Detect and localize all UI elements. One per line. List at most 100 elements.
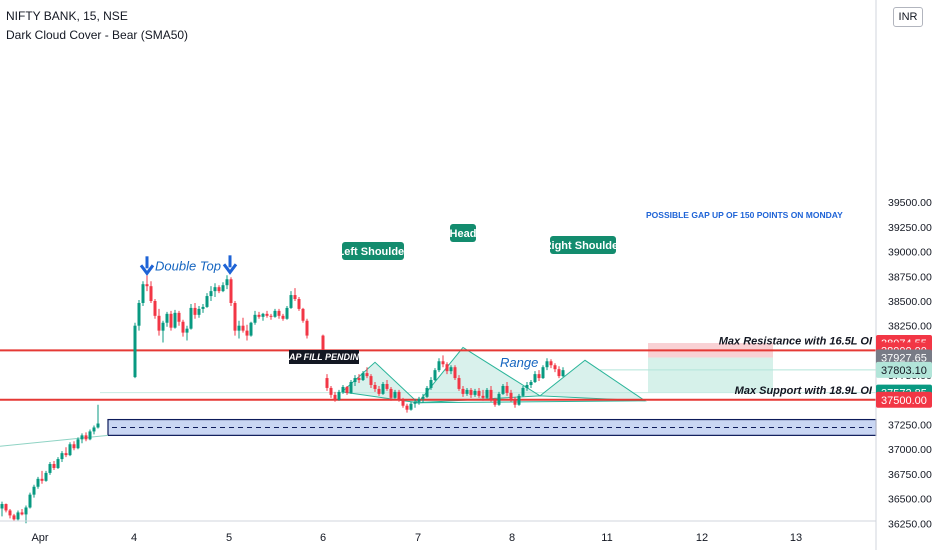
candle-body <box>253 314 257 323</box>
price-badge <box>876 361 932 378</box>
candle-body <box>461 388 465 394</box>
candle-body <box>277 310 281 316</box>
candle-body <box>32 486 36 495</box>
candle-body <box>381 383 385 394</box>
candle-body <box>261 313 265 317</box>
candle-body <box>457 378 461 389</box>
candle-body <box>413 401 417 404</box>
candle-body <box>20 512 24 515</box>
head-label-badge <box>450 224 476 242</box>
candle-body <box>349 382 353 393</box>
candle-body <box>161 322 165 331</box>
x-tick-label: 4 <box>131 532 137 544</box>
currency-badge[interactable]: INR <box>893 7 923 27</box>
x-tick-label: Apr <box>31 532 48 544</box>
candle-body <box>209 291 213 297</box>
price-axis[interactable]: 39500.00 39250.00 39000.00 38750.00 38500.00… <box>875 0 932 550</box>
candle-body <box>393 391 397 398</box>
candle-body <box>80 435 84 440</box>
x-tick-label: 8 <box>509 532 515 544</box>
candle-body <box>345 386 349 393</box>
price-badge-text: 37500.00 <box>881 395 927 407</box>
candle-body <box>245 330 249 336</box>
y-tick-label: 38750.00 <box>888 271 932 283</box>
head-label: Head <box>450 228 477 240</box>
candle-body <box>36 478 40 487</box>
candle-body <box>437 361 441 371</box>
chart-annotations: Double Top Range Left Shoulder Head Right Sh… <box>139 210 843 370</box>
candle-body <box>493 399 497 405</box>
candle-body <box>513 398 517 405</box>
candle-body <box>92 427 96 432</box>
candle-body <box>96 423 100 428</box>
candle-body <box>433 370 437 381</box>
candle-body <box>4 504 8 511</box>
candle-body <box>541 367 545 379</box>
candle-body <box>341 386 345 392</box>
y-tick-label: 36750.00 <box>888 469 932 481</box>
candle-body <box>453 367 457 379</box>
candle-body <box>425 387 429 397</box>
candle-body <box>401 399 405 406</box>
level-label: Max Support with 18.9L OI <box>735 385 873 397</box>
right-shoulder-label: Right Shoulder <box>544 240 624 252</box>
candle-body <box>213 287 217 292</box>
candle-body <box>165 313 169 323</box>
candle-body <box>553 365 557 370</box>
x-tick-label: 12 <box>696 532 708 544</box>
gap-note: POSSIBLE GAP UP OF 150 POINTS ON MONDAY <box>646 210 843 220</box>
x-tick-label: 7 <box>415 532 421 544</box>
x-tick-label: 11 <box>601 532 612 544</box>
candle-body <box>397 391 401 400</box>
candle-body <box>205 296 209 307</box>
candle-body <box>193 307 197 315</box>
candle-body <box>40 478 44 481</box>
candle-body <box>76 439 80 449</box>
y-tick-label: 36250.00 <box>888 518 932 530</box>
level-label: Max Resistance with 16.5L OI <box>719 335 873 347</box>
pattern-triangle <box>340 361 420 404</box>
pattern-triangle <box>538 359 647 402</box>
candle-body <box>545 361 549 368</box>
candle-body <box>64 453 68 456</box>
candle-body <box>325 378 329 388</box>
candle-body <box>561 370 565 377</box>
candle-body <box>28 494 32 508</box>
candle-body <box>521 387 525 396</box>
price-badge-text: 37803.10 <box>881 365 927 377</box>
candle-body <box>181 321 185 333</box>
x-tick-label: 6 <box>320 532 326 544</box>
candle-body <box>141 284 145 303</box>
candle-body <box>84 435 88 440</box>
candle-body <box>133 325 137 378</box>
candle-body <box>257 314 261 317</box>
candle-body <box>405 405 409 410</box>
gap-fill-tag <box>289 350 359 364</box>
candle-body <box>233 302 237 331</box>
candle-body <box>321 335 325 353</box>
candle-body <box>169 313 173 328</box>
y-tick-label: 38500.00 <box>888 296 932 308</box>
neckline <box>417 400 646 404</box>
candle-body <box>389 388 393 398</box>
candle-body <box>485 389 489 398</box>
x-tick-label: 13 <box>790 532 802 544</box>
candle-body <box>241 325 245 331</box>
candle-body <box>52 464 56 468</box>
y-tick-label: 37000.00 <box>888 444 932 456</box>
candle-body <box>293 295 297 300</box>
candle-body <box>177 312 181 322</box>
symbol-title: NIFTY BANK, 15, NSE <box>6 9 128 23</box>
candle-body <box>301 308 305 321</box>
candle-body <box>149 286 153 301</box>
range-label: Range <box>500 355 538 370</box>
candle-body <box>217 287 221 292</box>
candle-body <box>517 395 521 405</box>
candle-body <box>365 373 369 377</box>
candle-body <box>385 383 389 389</box>
time-axis[interactable]: Apr 4 5 6 7 8 11 12 13 <box>0 520 876 544</box>
candle-body <box>225 279 229 286</box>
candle-body <box>333 394 337 400</box>
y-tick-label: 39250.00 <box>888 222 932 234</box>
